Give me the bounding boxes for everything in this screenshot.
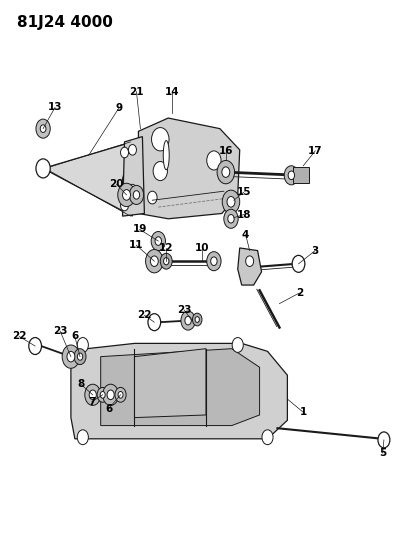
Circle shape (181, 311, 195, 330)
Circle shape (128, 184, 136, 195)
Polygon shape (138, 118, 240, 219)
Text: 10: 10 (195, 243, 209, 253)
Circle shape (155, 237, 162, 245)
Text: 23: 23 (53, 326, 68, 336)
Circle shape (222, 167, 230, 177)
Circle shape (207, 252, 221, 271)
Circle shape (103, 384, 118, 406)
Circle shape (118, 183, 135, 207)
Circle shape (153, 161, 168, 181)
Circle shape (164, 257, 169, 265)
Circle shape (160, 253, 172, 269)
Circle shape (129, 185, 144, 205)
Text: 4: 4 (242, 230, 249, 240)
Circle shape (77, 353, 83, 360)
Text: 20: 20 (109, 179, 124, 189)
Circle shape (120, 147, 128, 158)
Circle shape (133, 191, 140, 199)
Circle shape (288, 171, 294, 180)
Text: 14: 14 (165, 86, 180, 96)
Text: 21: 21 (129, 86, 144, 96)
Circle shape (292, 255, 305, 272)
Text: 22: 22 (137, 310, 152, 320)
Circle shape (217, 160, 234, 184)
Text: 17: 17 (308, 146, 322, 156)
Polygon shape (134, 349, 206, 418)
Polygon shape (122, 136, 144, 216)
Circle shape (222, 190, 240, 214)
Text: 8: 8 (77, 379, 84, 389)
Text: 1: 1 (300, 407, 307, 417)
Text: 2: 2 (296, 288, 303, 298)
Circle shape (36, 159, 50, 178)
Circle shape (151, 231, 166, 251)
Polygon shape (43, 142, 132, 216)
Circle shape (211, 257, 217, 265)
Circle shape (152, 127, 169, 151)
Circle shape (77, 430, 88, 445)
Text: 15: 15 (236, 187, 251, 197)
Circle shape (148, 314, 161, 330)
Polygon shape (71, 343, 287, 439)
Circle shape (228, 215, 234, 223)
Text: 81J24 4000: 81J24 4000 (17, 14, 113, 30)
Circle shape (195, 317, 199, 322)
Ellipse shape (163, 141, 169, 169)
Circle shape (40, 125, 46, 133)
Circle shape (120, 200, 128, 211)
Text: 19: 19 (132, 224, 147, 235)
Polygon shape (101, 349, 260, 425)
Circle shape (29, 337, 42, 354)
Circle shape (74, 349, 86, 365)
Text: 12: 12 (159, 243, 174, 253)
Circle shape (67, 351, 75, 362)
Circle shape (232, 337, 243, 352)
Circle shape (107, 390, 114, 400)
Text: 18: 18 (236, 209, 251, 220)
Circle shape (192, 313, 202, 326)
Circle shape (378, 432, 390, 448)
Text: 11: 11 (129, 240, 144, 251)
Polygon shape (238, 248, 262, 285)
Circle shape (62, 345, 80, 368)
Circle shape (150, 256, 158, 266)
Text: 23: 23 (177, 305, 191, 315)
Circle shape (77, 337, 88, 352)
Circle shape (246, 256, 254, 266)
Text: 6: 6 (105, 403, 112, 414)
Circle shape (146, 249, 163, 273)
Text: 6: 6 (71, 332, 78, 342)
FancyBboxPatch shape (293, 167, 309, 183)
Circle shape (224, 209, 238, 228)
Text: 13: 13 (48, 102, 62, 112)
Circle shape (207, 151, 221, 170)
Circle shape (100, 391, 105, 398)
Circle shape (148, 191, 157, 204)
Circle shape (115, 387, 126, 402)
Text: 3: 3 (312, 246, 319, 256)
Circle shape (185, 316, 191, 325)
Circle shape (262, 430, 273, 445)
Circle shape (36, 119, 50, 138)
Text: 22: 22 (12, 332, 26, 342)
Circle shape (89, 390, 96, 400)
Circle shape (118, 391, 123, 398)
Text: 9: 9 (115, 103, 122, 114)
Text: 7: 7 (88, 397, 96, 407)
Circle shape (97, 387, 108, 402)
Text: 16: 16 (218, 146, 233, 156)
Circle shape (85, 384, 101, 406)
Circle shape (122, 190, 130, 200)
Circle shape (227, 197, 235, 207)
Circle shape (284, 166, 298, 185)
Circle shape (128, 144, 136, 155)
Text: 5: 5 (379, 448, 386, 458)
